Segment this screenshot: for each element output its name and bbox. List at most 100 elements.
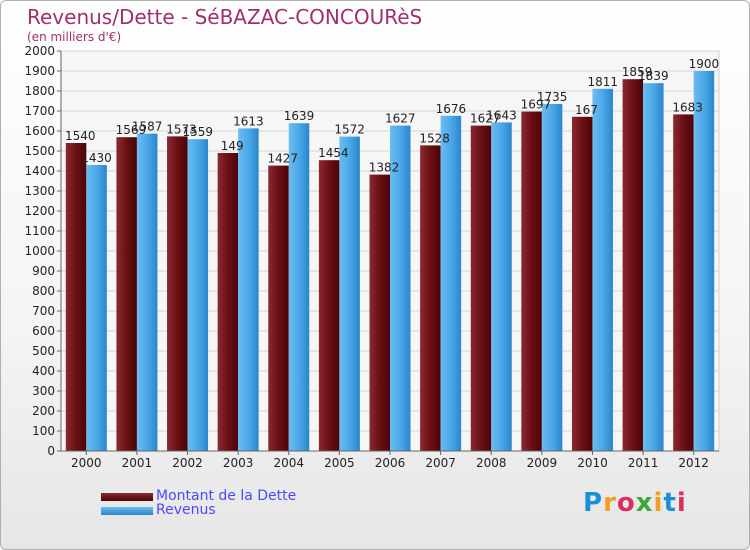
x-tick-label: 2006 — [375, 456, 406, 470]
x-axis: 2000 2001 2002 2003 2004 2005 2006 2007 2008 2009… — [61, 450, 719, 470]
data-label: 1382 — [369, 161, 400, 175]
bar-dette — [470, 125, 492, 451]
y-tick-label: 600 — [32, 324, 55, 338]
bar-revenus — [136, 133, 158, 451]
logo-letter: x — [635, 488, 654, 518]
x-tick-label: 2002 — [172, 456, 203, 470]
logo-letter: o — [616, 488, 636, 518]
x-tick-label: 2011 — [628, 456, 659, 470]
data-label: 1540 — [65, 129, 96, 143]
bar-dette — [571, 116, 593, 452]
logo-letter: i — [653, 488, 664, 518]
y-axis: 0 100 200 300 400 500 600 700 800 900 1000 1100 1200… — [24, 44, 62, 458]
bar-dette — [318, 160, 340, 451]
logo-letter: P — [583, 488, 604, 518]
data-label: 1528 — [419, 131, 450, 145]
data-label: 1427 — [267, 152, 298, 166]
y-tick-label: 900 — [32, 264, 55, 278]
y-tick-label: 1800 — [24, 84, 55, 98]
y-tick-label: 400 — [32, 364, 55, 378]
y-tick-label: 1400 — [24, 164, 55, 178]
data-label: 1613 — [233, 114, 264, 128]
logo-letter: r — [603, 488, 617, 518]
legend-swatch-revenus — [101, 507, 153, 515]
bar-dette — [521, 111, 542, 451]
bar-revenus — [491, 122, 512, 452]
bar-dette — [116, 137, 137, 451]
data-label: 1587 — [132, 120, 163, 134]
y-tick-label: 200 — [32, 404, 55, 418]
x-tick-label: 2009 — [527, 456, 558, 470]
y-tick-label: 1500 — [24, 144, 55, 158]
bar-revenus — [238, 128, 259, 451]
data-label: 1697 — [521, 98, 552, 112]
x-tick-label: 2003 — [223, 456, 254, 470]
legend-swatch-dette — [101, 493, 153, 501]
y-tick-label: 0 — [47, 444, 55, 458]
data-label: 1839 — [638, 69, 669, 83]
y-tick-label: 100 — [32, 424, 55, 438]
bar-revenus — [187, 139, 209, 451]
chart-subtitle: (en milliers d'€) — [27, 30, 122, 44]
bar-dette — [369, 174, 390, 451]
data-label: 1573 — [166, 122, 197, 136]
data-label: 149 — [221, 139, 244, 153]
logo-letter: i — [676, 488, 687, 518]
logo-letter: t — [663, 488, 677, 518]
bar-revenus — [288, 123, 310, 451]
bar-dette — [268, 165, 289, 451]
y-tick-label: 1200 — [24, 204, 55, 218]
data-label: 1559 — [183, 125, 214, 139]
data-label: 1811 — [587, 75, 618, 89]
data-label: 1454 — [318, 146, 349, 160]
bar-revenus — [339, 136, 360, 451]
y-tick-label: 1700 — [24, 104, 55, 118]
x-tick-label: 2007 — [425, 456, 456, 470]
bar-revenus — [440, 115, 462, 452]
bar-dette — [420, 145, 441, 451]
data-label: 1627 — [470, 112, 501, 126]
data-label: 1627 — [385, 112, 416, 126]
x-tick-label: 2010 — [577, 456, 608, 470]
bar-revenus — [390, 125, 411, 451]
bar-dette — [167, 136, 188, 451]
x-tick-label: 2005 — [324, 456, 355, 470]
legend-label-dette: Montant de la Dette — [156, 488, 297, 504]
data-label: 1430 — [81, 151, 112, 165]
bar-dette — [65, 143, 87, 451]
data-label: 1676 — [436, 102, 467, 116]
x-tick-label: 2004 — [273, 456, 304, 470]
y-tick-label: 2000 — [24, 44, 55, 58]
y-tick-label: 300 — [32, 384, 55, 398]
x-tick-label: 2001 — [122, 456, 153, 470]
data-label: 1859 — [622, 65, 653, 79]
x-tick-label: 2008 — [476, 456, 507, 470]
y-tick-label: 800 — [32, 284, 55, 298]
proxiti-logo: Proxiti — [583, 488, 687, 518]
data-label: 1569 — [116, 123, 147, 137]
data-label: 1735 — [537, 90, 568, 104]
y-tick-label: 700 — [32, 304, 55, 318]
bar-revenus — [693, 71, 715, 451]
data-label: 1643 — [486, 108, 517, 122]
data-label: 1900 — [689, 57, 720, 71]
data-label: 1639 — [284, 109, 315, 123]
bar-revenus — [643, 83, 664, 451]
data-label: 1572 — [334, 123, 365, 137]
y-tick-label: 1000 — [24, 244, 55, 258]
legend-label-revenus: Revenus — [156, 502, 216, 518]
y-tick-label: 1900 — [24, 64, 55, 78]
bar-dette — [673, 114, 694, 452]
y-tick-label: 500 — [32, 344, 55, 358]
data-label: 167 — [575, 103, 598, 117]
bar-revenus — [86, 165, 107, 451]
y-tick-label: 1300 — [24, 184, 55, 198]
y-tick-label: 1100 — [24, 224, 55, 238]
data-label: 1683 — [672, 100, 703, 114]
bars — [65, 71, 715, 452]
bar-dette — [217, 153, 239, 451]
y-tick-label: 1600 — [24, 124, 55, 138]
